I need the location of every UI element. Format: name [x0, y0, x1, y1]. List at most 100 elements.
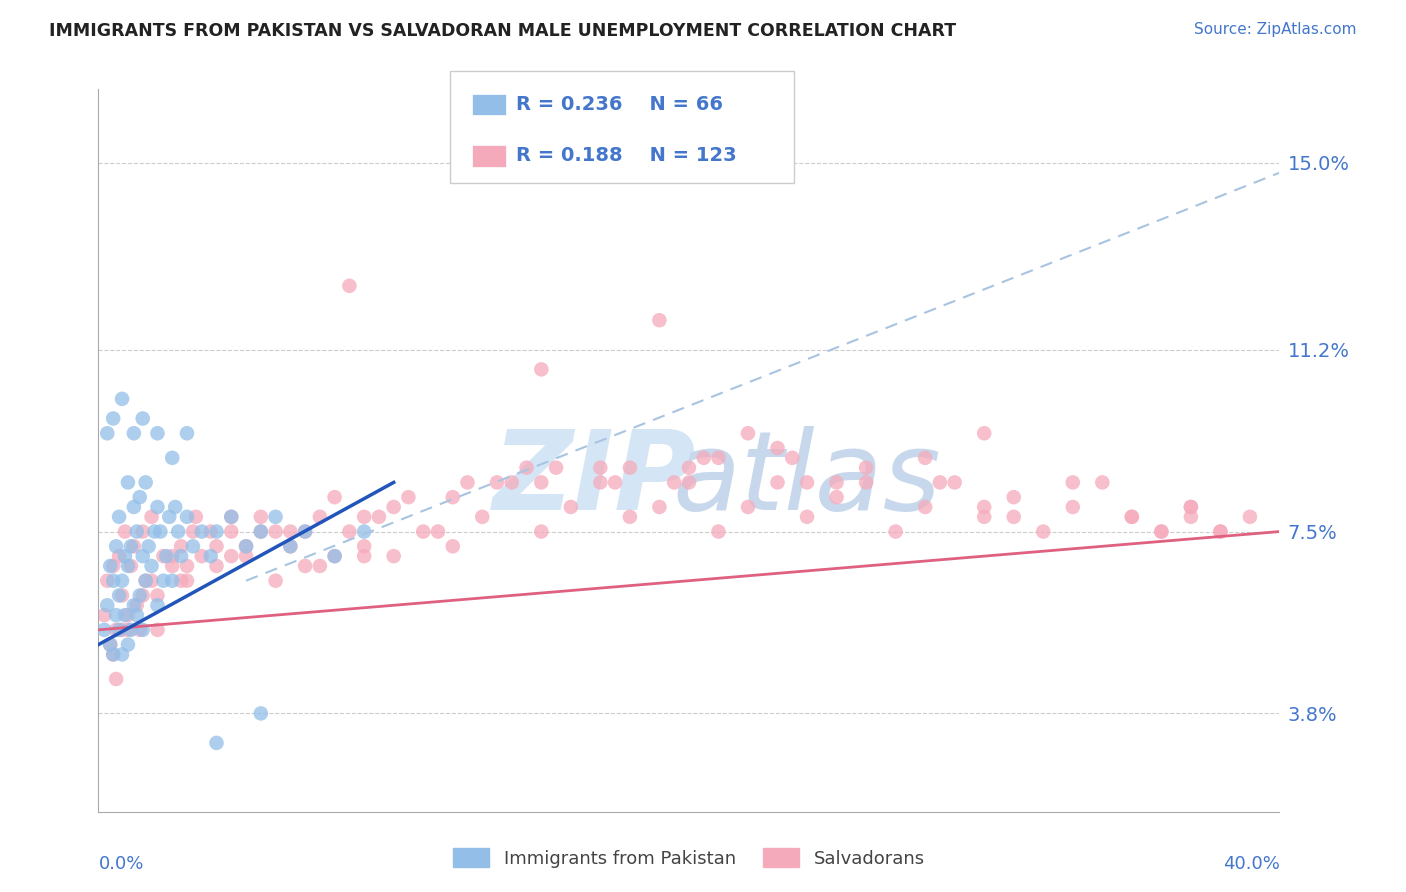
Point — [117, 475, 139, 490]
Point — [339, 524, 361, 539]
Point — [170, 539, 193, 553]
Point — [146, 500, 169, 514]
Point — [323, 549, 346, 563]
Point — [530, 524, 553, 539]
Point — [141, 574, 163, 588]
Point — [191, 524, 214, 539]
Point — [1209, 524, 1232, 539]
Point — [162, 549, 183, 563]
Point — [98, 638, 121, 652]
Point — [103, 411, 125, 425]
Point — [132, 524, 155, 539]
Point — [221, 509, 243, 524]
Point — [264, 524, 287, 539]
Point — [294, 524, 316, 539]
Point — [766, 441, 789, 455]
Point — [200, 549, 222, 563]
Point — [264, 574, 287, 588]
Point — [1121, 509, 1143, 524]
Point — [167, 524, 190, 539]
Point — [125, 524, 148, 539]
Point — [114, 524, 136, 539]
Point — [200, 524, 222, 539]
Point — [128, 589, 150, 603]
Point — [122, 500, 145, 514]
Point — [294, 524, 316, 539]
Point — [353, 549, 375, 563]
Point — [205, 524, 228, 539]
Point — [250, 509, 273, 524]
Point — [796, 475, 818, 490]
Point — [973, 426, 995, 441]
Point — [105, 608, 128, 623]
Point — [589, 460, 612, 475]
Point — [782, 450, 804, 465]
Point — [108, 589, 131, 603]
Point — [122, 599, 145, 613]
Point — [135, 574, 157, 588]
Point — [96, 574, 118, 588]
Point — [117, 608, 139, 623]
Point — [560, 500, 582, 514]
Point — [353, 539, 375, 553]
Point — [516, 460, 538, 475]
Point — [128, 490, 150, 504]
Point — [176, 426, 198, 441]
Point — [250, 524, 273, 539]
Point — [117, 623, 139, 637]
Text: R = 0.188    N = 123: R = 0.188 N = 123 — [516, 146, 737, 165]
Point — [943, 475, 966, 490]
Point — [250, 706, 273, 721]
Point — [486, 475, 509, 490]
Point — [155, 549, 177, 563]
Point — [120, 539, 142, 553]
Point — [191, 549, 214, 563]
Point — [146, 599, 169, 613]
Text: Source: ZipAtlas.com: Source: ZipAtlas.com — [1194, 22, 1357, 37]
Point — [1002, 490, 1025, 504]
Point — [1002, 509, 1025, 524]
Point — [162, 558, 183, 573]
Point — [339, 278, 361, 293]
Point — [122, 539, 145, 553]
Point — [294, 558, 316, 573]
Point — [309, 558, 332, 573]
Point — [1180, 509, 1202, 524]
Point — [162, 574, 183, 588]
Point — [98, 558, 121, 573]
Point — [235, 539, 257, 553]
Legend: Immigrants from Pakistan, Salvadorans: Immigrants from Pakistan, Salvadorans — [446, 841, 932, 875]
Point — [796, 509, 818, 524]
Point — [914, 450, 936, 465]
Point — [205, 736, 228, 750]
Point — [105, 539, 128, 553]
Point — [309, 509, 332, 524]
Point — [766, 475, 789, 490]
Point — [221, 549, 243, 563]
Point — [1180, 500, 1202, 514]
Point — [382, 500, 405, 514]
Point — [165, 500, 187, 514]
Point — [235, 539, 257, 553]
Point — [619, 460, 641, 475]
Point — [132, 623, 155, 637]
Point — [471, 509, 494, 524]
Point — [648, 500, 671, 514]
Point — [184, 509, 207, 524]
Point — [108, 509, 131, 524]
Point — [132, 549, 155, 563]
Point — [111, 589, 134, 603]
Point — [648, 313, 671, 327]
Point — [1121, 509, 1143, 524]
Point — [973, 500, 995, 514]
Point — [929, 475, 952, 490]
Point — [235, 549, 257, 563]
Point — [105, 672, 128, 686]
Text: 40.0%: 40.0% — [1223, 855, 1279, 873]
Point — [530, 362, 553, 376]
Point — [135, 475, 157, 490]
Point — [103, 648, 125, 662]
Point — [176, 558, 198, 573]
Point — [114, 608, 136, 623]
Point — [457, 475, 479, 490]
